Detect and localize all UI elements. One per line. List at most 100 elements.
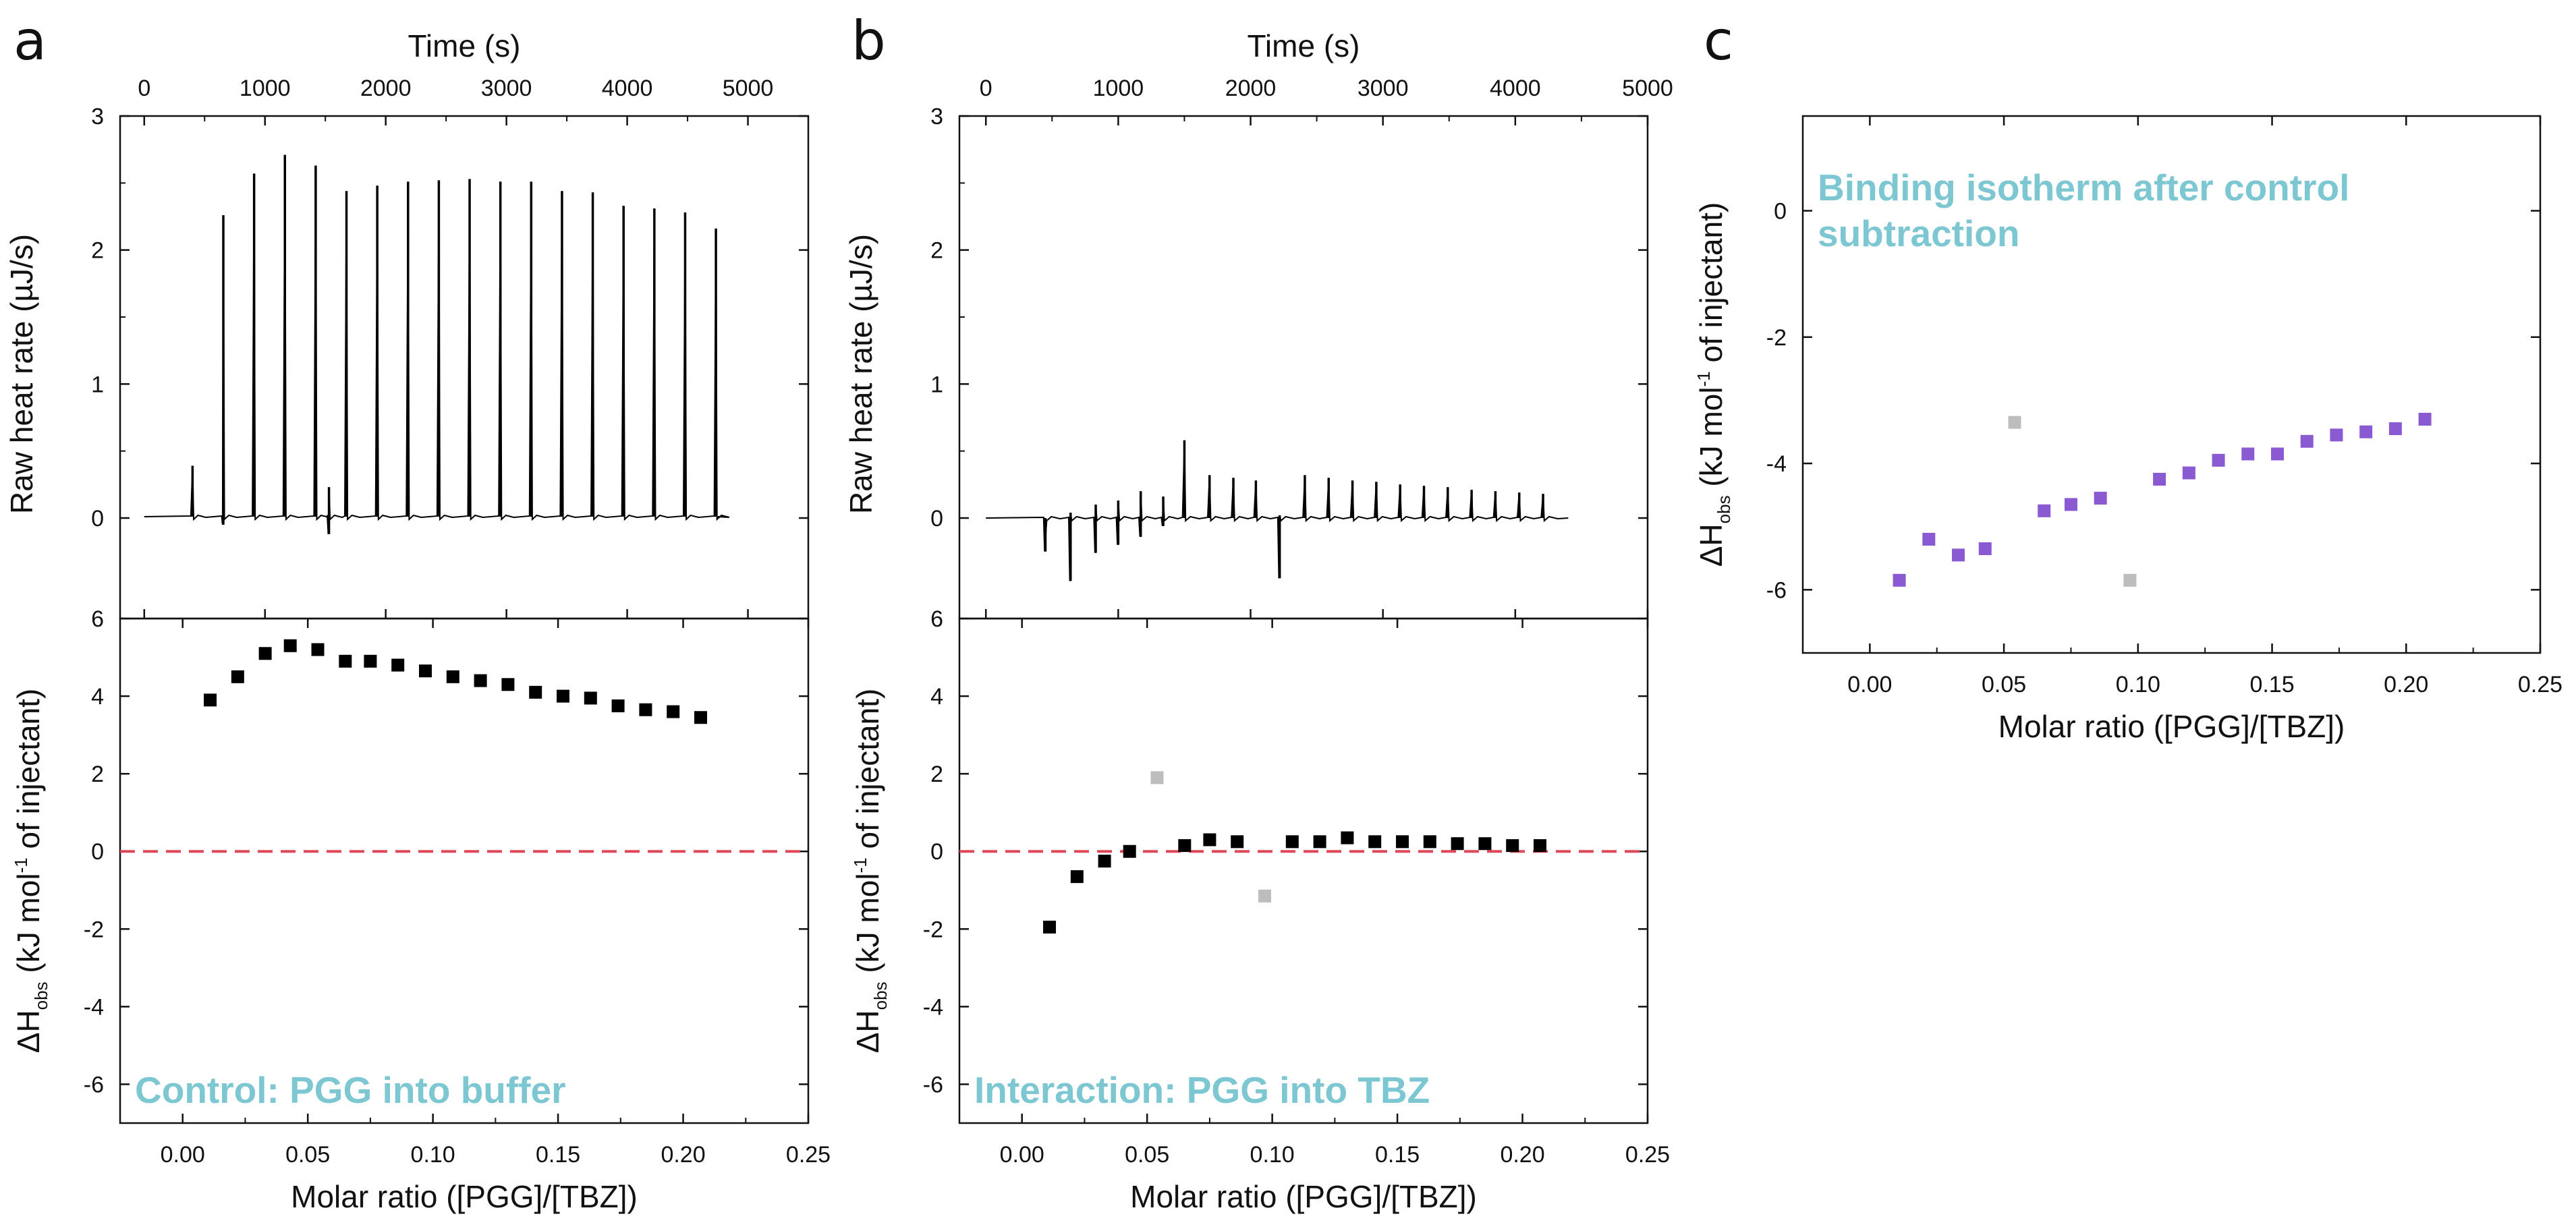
data-point <box>231 670 244 683</box>
x-axis-label: Molar ratio ([PGG]/[TBZ]) <box>291 1179 638 1214</box>
x-tick-label: 0 <box>980 76 992 101</box>
x-tick-label: 3000 <box>1357 76 1409 101</box>
data-point <box>364 654 377 668</box>
y-tick-label: 2 <box>930 762 943 787</box>
y-tick-label: -4 <box>1766 451 1787 477</box>
y-tick-label: 0 <box>930 839 943 865</box>
raw-heat-trace <box>986 440 1569 581</box>
data-point <box>1178 839 1192 853</box>
chart-b-top: 0 1000 2000 3000 4000 5000 Time (s) 0 1 2 3 Raw hea… <box>843 28 1673 620</box>
x-axis-label: Molar ratio ([PGG]/[TBZ]) <box>1130 1179 1477 1214</box>
data-point <box>667 705 680 718</box>
data-point <box>1368 835 1382 849</box>
panel-annotation: Binding isotherm after control <box>1818 167 2349 208</box>
data-point <box>1070 870 1084 884</box>
x-tick-label: 2000 <box>360 76 412 101</box>
x-tick-label: 0.15 <box>2249 672 2294 697</box>
x-tick-label: 0.10 <box>411 1142 455 1168</box>
data-point <box>1922 532 1936 546</box>
chart-b-bottom: 0.00 0.05 0.10 0.15 0.20 0.25 Molar ratio ([PG… <box>850 606 1670 1214</box>
y-axis-label-part: (kJ mol <box>850 873 885 981</box>
data-point <box>1423 835 1436 849</box>
y-tick-label: -4 <box>84 994 104 1020</box>
data-point <box>1123 844 1136 858</box>
data-point <box>2300 434 2314 448</box>
x-tick-label: 0.10 <box>2116 672 2160 697</box>
x-tick-label: 0.05 <box>285 1142 330 1168</box>
data-point <box>2182 466 2195 480</box>
panel-annotation: subtraction <box>1818 212 2019 254</box>
y-tick-label: -6 <box>1766 577 1787 603</box>
data-point <box>1313 835 1326 849</box>
y-axis-label-part: of injectant) <box>11 689 46 858</box>
y-tick-label: 0 <box>930 506 943 532</box>
data-point <box>1098 855 1111 868</box>
y-tick-label: 2 <box>930 238 943 264</box>
y-tick-label: 0 <box>1774 198 1787 224</box>
x-tick-label: 0.20 <box>661 1142 705 1168</box>
data-point <box>1978 542 1992 555</box>
x-tick-label: 0.00 <box>1847 672 1892 697</box>
data-point <box>474 674 487 687</box>
x-tick-label: 4000 <box>1490 76 1541 101</box>
data-point <box>1396 835 1409 849</box>
y-axis-label-part: ΔH <box>11 1010 46 1053</box>
y-tick-label: 6 <box>930 606 943 632</box>
y-tick-label: 6 <box>91 606 104 632</box>
y-axis-label-part: (kJ mol <box>1693 387 1729 495</box>
data-point <box>258 647 272 660</box>
data-point <box>529 685 542 699</box>
data-point <box>557 689 570 703</box>
data-point <box>1478 837 1492 851</box>
data-point <box>1952 548 1965 562</box>
y-axis-label-part: obs <box>1714 495 1734 523</box>
y-axis-label-part: ΔH <box>850 1010 885 1053</box>
x-tick-label: 0.25 <box>2518 672 2563 697</box>
y-axis-label-part: obs <box>870 981 891 1010</box>
y-tick-label: -6 <box>923 1072 943 1097</box>
y-tick-label: 2 <box>91 762 104 787</box>
plot-frame <box>958 115 1649 620</box>
data-point <box>611 699 625 712</box>
x-tick-label: 5000 <box>723 76 774 101</box>
data-point <box>639 703 652 716</box>
data-point <box>2270 447 2284 461</box>
y-tick-label: 4 <box>91 684 104 710</box>
x-tick-label: 3000 <box>481 76 532 101</box>
y-axis-label-part: of injectant) <box>850 689 885 858</box>
data-point <box>2038 504 2051 517</box>
panel-label-c: c <box>1704 9 1733 72</box>
data-point <box>1231 835 1244 849</box>
y-tick-label: 0 <box>91 506 104 532</box>
y-axis-label: Raw heat rate (µJ/s) <box>4 234 39 514</box>
y-tick-label: 4 <box>930 684 943 710</box>
chart-a-bottom: 0.00 0.05 0.10 0.15 0.20 0.25 Molar ratio ([PG… <box>11 606 831 1214</box>
data-point <box>1043 920 1057 934</box>
y-tick-label: 2 <box>91 238 104 264</box>
excluded-point <box>2008 416 2021 429</box>
data-point <box>339 654 352 668</box>
y-tick-label: -2 <box>923 917 943 942</box>
x-tick-label: 0.05 <box>1125 1142 1169 1168</box>
excluded-point <box>2123 573 2137 587</box>
data-point <box>311 643 325 656</box>
x-tick-label: 0.25 <box>1625 1142 1670 1168</box>
x-tick-label: 0.10 <box>1250 1142 1295 1168</box>
data-point <box>1451 837 1464 851</box>
plot-frame <box>1801 115 2542 654</box>
y-tick-label: 3 <box>930 104 943 130</box>
chart-c: 0.00 0.05 0.10 0.15 0.20 0.25 Molar ratio ([PG… <box>1693 115 2563 744</box>
x-tick-label: 0.20 <box>1500 1142 1544 1168</box>
data-point <box>2064 498 2077 511</box>
x-tick-label: 0.15 <box>536 1142 580 1168</box>
data-point <box>391 658 405 672</box>
plot-frame <box>958 617 1649 1124</box>
data-point <box>2094 492 2107 505</box>
x-tick-label: 0.20 <box>2384 672 2428 697</box>
y-tick-label: 1 <box>930 372 943 397</box>
data-point <box>204 693 217 707</box>
y-axis-label-part: of injectant) <box>1693 202 1729 372</box>
y-tick-label: 3 <box>91 104 104 130</box>
